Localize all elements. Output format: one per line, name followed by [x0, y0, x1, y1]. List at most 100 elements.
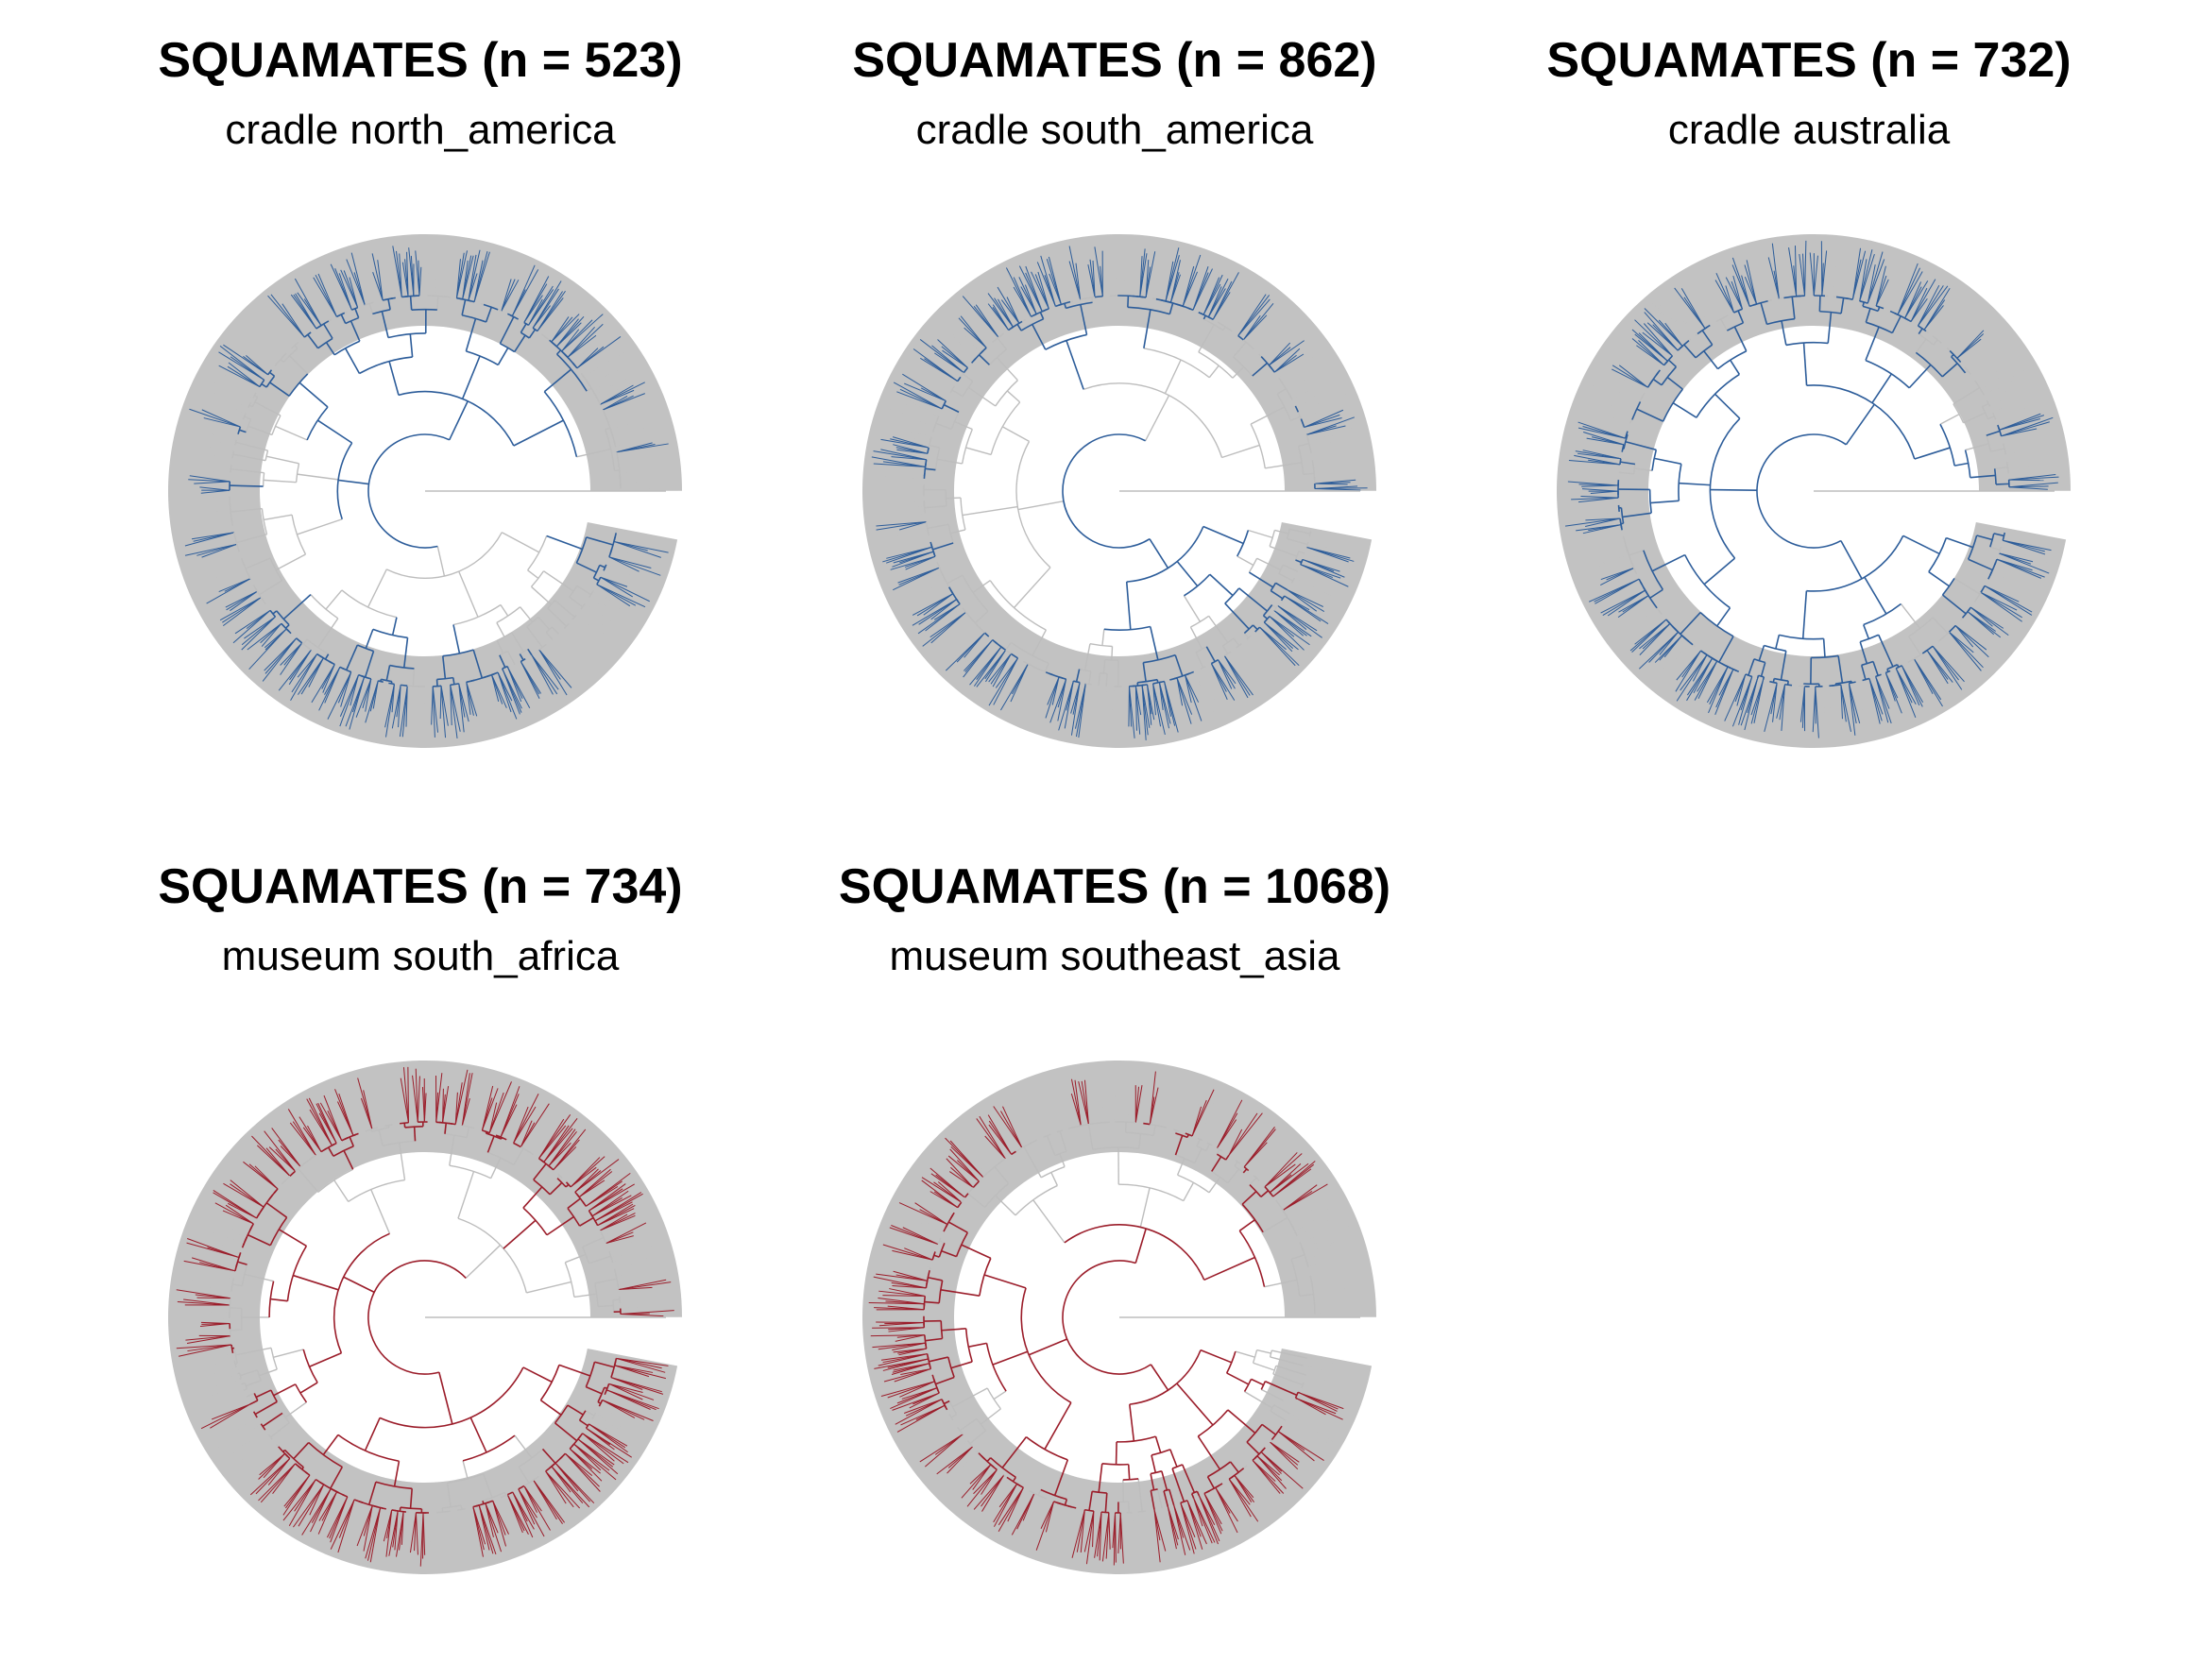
branch [950, 529, 966, 535]
tip-branch [961, 1464, 992, 1499]
tip-branch [1277, 604, 1307, 631]
branch [1680, 612, 1701, 635]
tip-branch [202, 508, 230, 517]
branch-arc [1083, 382, 1223, 458]
tip-branch [1744, 264, 1758, 305]
tip-branch [551, 314, 580, 343]
panel-subtitle: cradle south_america [915, 107, 1314, 153]
tip-branch [1991, 570, 2024, 584]
tip-branch [906, 586, 949, 616]
tip-branch [201, 1206, 250, 1231]
branch-arc [1184, 573, 1211, 597]
branch [1748, 658, 1755, 676]
tip-branch [222, 597, 262, 627]
tip-branch [1725, 285, 1735, 314]
branch-arc [1100, 671, 1108, 674]
tip-branch [1277, 604, 1322, 638]
branch-arc [1243, 624, 1254, 635]
tip-branch [1275, 1168, 1322, 1201]
tip-branch [264, 1468, 301, 1512]
branch-arc [252, 392, 257, 399]
tip-branch [582, 1181, 615, 1203]
tip-branch [458, 683, 465, 733]
tip-branch [1068, 246, 1082, 300]
tip-branch [1308, 432, 1356, 443]
tip-branch [878, 1298, 925, 1305]
branch-arc [610, 1257, 614, 1264]
tip-branch [1285, 1419, 1318, 1445]
tip-branch [533, 1109, 564, 1155]
branch [270, 1421, 290, 1438]
branch [316, 419, 353, 444]
tip-branch [893, 396, 940, 416]
tip-branch [1987, 388, 2014, 401]
tip-branch [551, 316, 570, 343]
tip-branch [1301, 403, 1328, 420]
tip-branch [545, 1470, 567, 1504]
tip-branch [415, 1068, 418, 1123]
tip-branch [1283, 1400, 1318, 1423]
branch [994, 1166, 1010, 1184]
tip-branch [882, 1295, 926, 1298]
tip-branch [1970, 606, 1993, 627]
branch [1216, 1148, 1220, 1155]
tip-branch [885, 1258, 931, 1268]
branch [237, 1372, 240, 1375]
branch-arc [1696, 373, 1740, 418]
tip-branch [608, 1383, 643, 1400]
tip-branch [1294, 1219, 1322, 1232]
branch [1250, 406, 1286, 425]
branch [499, 654, 506, 669]
tip-branch [189, 1360, 235, 1368]
tip-branch [1960, 619, 1990, 649]
tip-branch [1083, 1511, 1095, 1553]
branch [1224, 602, 1250, 630]
tip-branch [1631, 608, 1658, 626]
branch-arc [238, 1252, 242, 1258]
branch-arc [523, 321, 529, 327]
tip-branch [368, 682, 384, 737]
branch-arc [1967, 606, 1972, 613]
tip-branch [1132, 268, 1139, 297]
tip-branch [561, 314, 604, 352]
tip-branch [592, 377, 620, 392]
tip-branch [204, 450, 233, 459]
tip-branch [2005, 450, 2036, 455]
tip-branch [1273, 610, 1305, 636]
tip-branch [383, 1509, 393, 1542]
branch-arc [371, 1127, 379, 1130]
branch-arc [543, 391, 578, 457]
branch [249, 1400, 259, 1405]
tip-branch [444, 1511, 447, 1545]
branch-arc [378, 680, 384, 683]
tip-branch [461, 1098, 470, 1126]
branch-arc [267, 1434, 273, 1440]
tip-branch [1185, 674, 1200, 703]
tip-branch [870, 1334, 925, 1337]
branch [503, 1219, 537, 1249]
branch [554, 600, 575, 618]
branch [337, 479, 369, 485]
tip-branch [1991, 570, 2038, 593]
tip-branch [450, 685, 458, 738]
tip-branch [944, 1453, 981, 1487]
tip-branch [1954, 625, 1974, 648]
tip-branch [1232, 285, 1265, 332]
tip-branch [607, 406, 662, 424]
tip-branch [492, 1501, 507, 1547]
branch-arc [442, 649, 474, 657]
tip-branch [1897, 263, 1919, 315]
tip-branch [180, 525, 233, 534]
tip-branch [214, 1202, 254, 1225]
tip-branch [270, 294, 305, 338]
branch-arc [1774, 677, 1789, 682]
tip-branch [1304, 1241, 1345, 1254]
branch-arc [1646, 380, 1654, 388]
tip-branch [210, 379, 251, 403]
tip-branch [1306, 1357, 1360, 1370]
tip-branch [1620, 345, 1657, 376]
branch [924, 505, 947, 509]
tip-branch [1936, 309, 1964, 340]
tip-branch [176, 1344, 232, 1349]
branch [297, 473, 339, 481]
